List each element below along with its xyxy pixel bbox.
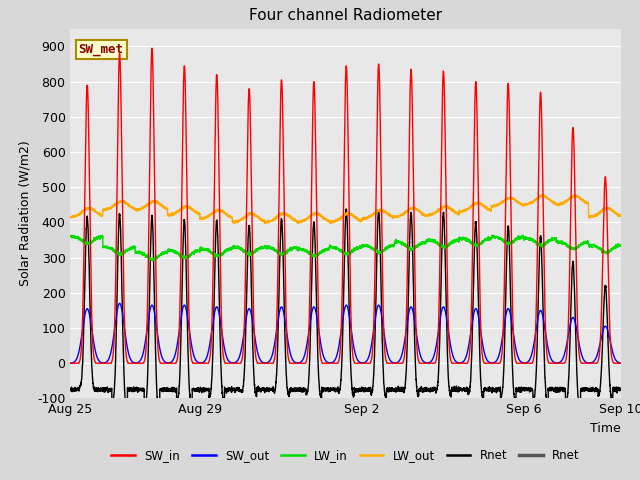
Legend: SW_in, SW_out, LW_in, LW_out, Rnet, Rnet: SW_in, SW_out, LW_in, LW_out, Rnet, Rnet	[107, 444, 584, 467]
X-axis label: Time: Time	[590, 422, 621, 435]
Title: Four channel Radiometer: Four channel Radiometer	[249, 9, 442, 24]
Text: SW_met: SW_met	[79, 43, 124, 56]
Y-axis label: Solar Radiation (W/m2): Solar Radiation (W/m2)	[19, 141, 31, 287]
